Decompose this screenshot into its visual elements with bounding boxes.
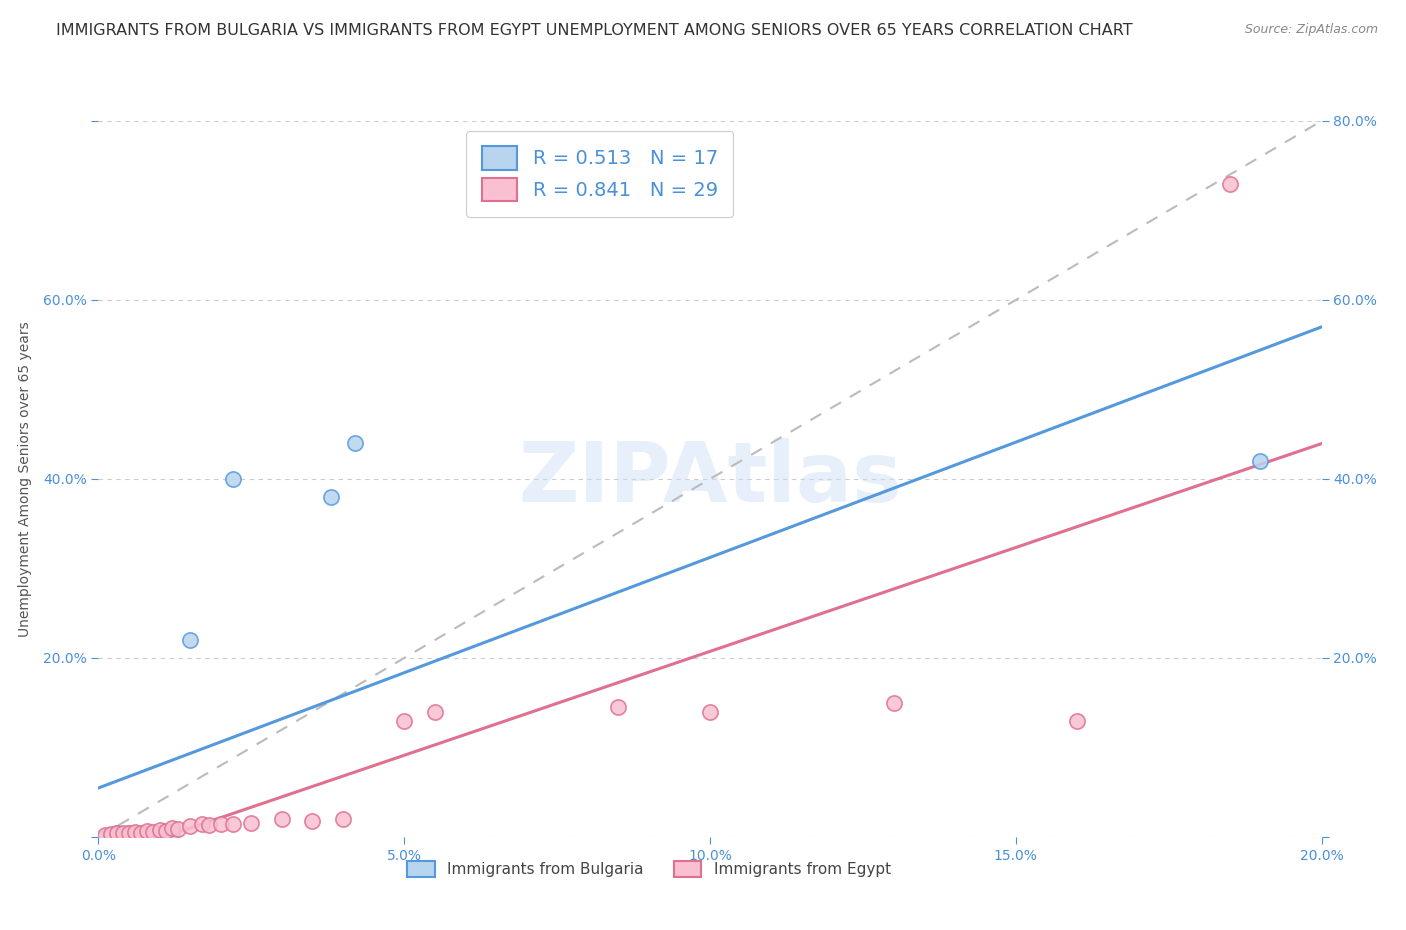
Point [392,713,416,728]
Text: Source: ZipAtlas.com: Source: ZipAtlas.com [1244,23,1378,36]
Point [142,825,165,840]
Point [179,818,201,833]
Point [423,704,446,719]
Point [1219,176,1241,191]
Point [93,830,115,844]
Point [100,827,122,842]
Point [111,827,134,842]
Point [222,817,245,832]
Text: ZIPAtlas: ZIPAtlas [517,438,903,520]
Point [111,825,134,840]
Point [344,435,367,451]
Legend: Immigrants from Bulgaria, Immigrants from Egypt: Immigrants from Bulgaria, Immigrants fro… [401,855,897,884]
Point [100,828,122,843]
Point [124,826,146,841]
Point [93,828,115,843]
Point [155,823,177,838]
Point [105,826,128,841]
Point [209,817,232,831]
Point [142,824,165,839]
Point [167,821,190,836]
Point [118,825,141,840]
Point [149,822,172,837]
Point [160,820,183,835]
Point [607,699,630,714]
Point [118,826,141,841]
Point [1249,454,1271,469]
Point [136,823,159,838]
Point [197,817,219,832]
Point [319,489,342,504]
Point [124,824,146,839]
Y-axis label: Unemployment Among Seniors over 65 years: Unemployment Among Seniors over 65 years [18,321,31,637]
Point [222,472,245,486]
Point [699,704,721,719]
Point [332,812,354,827]
Point [136,827,159,842]
Text: IMMIGRANTS FROM BULGARIA VS IMMIGRANTS FROM EGYPT UNEMPLOYMENT AMONG SENIORS OVE: IMMIGRANTS FROM BULGARIA VS IMMIGRANTS F… [56,23,1133,38]
Point [191,817,214,831]
Point [301,814,323,829]
Point [270,812,292,827]
Point [105,827,128,842]
Point [883,696,905,711]
Point [179,632,201,647]
Point [160,825,183,840]
Point [129,825,152,840]
Point [149,826,172,841]
Point [105,825,128,840]
Point [240,816,263,830]
Point [129,827,152,842]
Point [1066,713,1088,728]
